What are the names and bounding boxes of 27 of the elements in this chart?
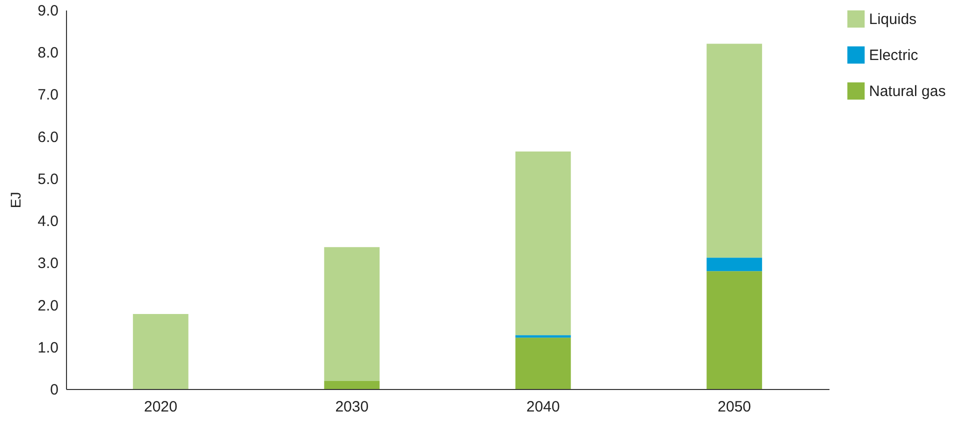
bar <box>515 151 571 336</box>
y-tick-label: 7.0 <box>38 86 58 104</box>
legend-label: Electric <box>869 47 919 64</box>
y-tick-label: 8.0 <box>38 44 58 62</box>
bar <box>706 258 762 272</box>
bar <box>132 314 188 389</box>
y-tick-label: 1.0 <box>38 339 58 356</box>
x-tick-label: 2030 <box>335 398 369 416</box>
bar <box>706 271 762 389</box>
y-tick-label: 4.0 <box>38 213 58 230</box>
y-tick-label: 9.0 <box>38 2 58 20</box>
x-tick-label: 2050 <box>718 398 752 416</box>
legend-label: Natural gas <box>869 83 946 100</box>
bar <box>515 335 571 338</box>
y-tick-label: 3.0 <box>38 255 58 272</box>
y-axis-title: EJ <box>8 192 24 208</box>
bar <box>515 338 571 389</box>
y-tick-label: 6.0 <box>38 128 58 146</box>
x-tick-label: 2040 <box>526 398 560 416</box>
legend-label: Liquids <box>869 11 917 28</box>
x-tick-label: 2020 <box>144 398 178 416</box>
y-tick-label: 0 <box>50 382 58 398</box>
bar <box>324 381 380 389</box>
y-tick-label: 2.0 <box>38 297 58 314</box>
y-tick-label: 5.0 <box>38 170 58 188</box>
bar <box>706 44 762 258</box>
bar <box>324 247 380 381</box>
